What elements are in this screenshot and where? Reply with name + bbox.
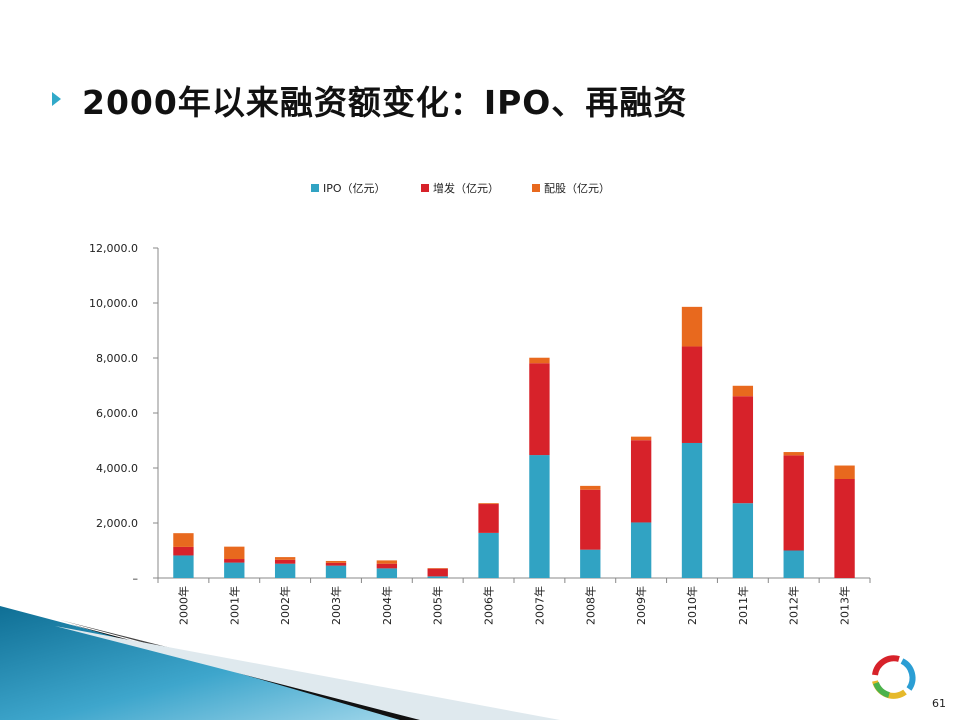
bar-segment-series-1 bbox=[376, 563, 398, 569]
x-tick-label: 2002年 bbox=[278, 586, 292, 625]
y-tick-label: – bbox=[133, 572, 139, 585]
x-tick-label: 2000年 bbox=[176, 586, 190, 625]
bar-segment-series-1 bbox=[173, 546, 194, 556]
bar-segment-series-2 bbox=[478, 503, 499, 505]
x-tick-label: 2006年 bbox=[482, 586, 496, 625]
legend-swatch bbox=[532, 184, 540, 192]
bar-segment-series-1 bbox=[783, 455, 804, 551]
y-tick-label: 10,000.0 bbox=[89, 297, 138, 310]
bar-segment-series-0 bbox=[732, 503, 754, 578]
legend-label: 配股（亿元） bbox=[544, 182, 610, 195]
bar-segment-series-0 bbox=[224, 562, 245, 578]
y-tick-label: 12,000.0 bbox=[89, 242, 138, 255]
bar-segment-series-2 bbox=[224, 546, 245, 560]
bar-segment-series-0 bbox=[580, 549, 601, 578]
bar-segment-series-2 bbox=[173, 533, 194, 547]
x-tick-label: 2010年 bbox=[685, 586, 699, 625]
bar-segment-series-1 bbox=[224, 559, 245, 563]
x-tick-label: 2009年 bbox=[634, 586, 648, 625]
legend-swatch bbox=[421, 184, 429, 192]
legend-label: IPO（亿元） bbox=[323, 182, 386, 195]
bar-segment-series-2 bbox=[427, 568, 448, 569]
legend-swatch bbox=[311, 184, 319, 192]
bar-segment-series-1 bbox=[529, 363, 550, 456]
y-tick-label: 2,000.0 bbox=[96, 517, 138, 530]
x-tick-label: 2008年 bbox=[583, 586, 597, 625]
y-tick-label: 6,000.0 bbox=[96, 407, 138, 420]
bar-segment-series-1 bbox=[325, 562, 347, 566]
x-tick-label: 2012年 bbox=[787, 586, 801, 625]
bar-segment-series-1 bbox=[732, 396, 754, 504]
bar-segment-series-1 bbox=[478, 504, 499, 533]
bar-segment-series-2 bbox=[834, 465, 855, 479]
bar-segment-series-0 bbox=[274, 563, 296, 578]
bar-segment-series-1 bbox=[580, 489, 601, 550]
bar-segment-series-0 bbox=[478, 532, 499, 578]
bar-segment-series-2 bbox=[529, 357, 550, 364]
bar-segment-series-0 bbox=[783, 550, 804, 578]
bar-segment-series-2 bbox=[274, 557, 296, 560]
x-tick-label: 2013年 bbox=[838, 586, 852, 625]
x-tick-label: 2001年 bbox=[227, 586, 241, 625]
bar-segment-series-2 bbox=[580, 485, 601, 490]
x-tick-label: 2007年 bbox=[532, 586, 546, 625]
x-tick-label: 2005年 bbox=[431, 586, 445, 625]
bar-segment-series-1 bbox=[274, 559, 296, 564]
x-tick-label: 2003年 bbox=[329, 586, 343, 625]
x-axis: 2000年 2001年 2002年 2003年 2004年 2005年 2006年 2007年… bbox=[157, 577, 871, 625]
corner-swoosh-decoration bbox=[0, 606, 560, 720]
x-tick-label: 2011年 bbox=[736, 586, 750, 625]
chart-bars bbox=[173, 306, 855, 578]
bar-segment-series-0 bbox=[173, 555, 194, 578]
bar-segment-series-0 bbox=[325, 565, 347, 578]
bar-segment-series-1 bbox=[427, 568, 448, 577]
x-tick-label: 2004年 bbox=[380, 586, 394, 625]
page-number: 61 bbox=[932, 697, 946, 710]
bar-segment-series-0 bbox=[681, 442, 703, 578]
y-tick-label: 8,000.0 bbox=[96, 352, 138, 365]
chart-legend: IPO（亿元） 增发（亿元） 配股（亿元） bbox=[311, 181, 610, 195]
bar-segment-series-0 bbox=[529, 455, 550, 578]
bar-segment-series-2 bbox=[732, 385, 754, 397]
bar-segment-series-2 bbox=[630, 436, 652, 441]
bar-segment-series-2 bbox=[376, 560, 398, 564]
legend-label: 增发（亿元） bbox=[433, 181, 499, 195]
bar-segment-series-0 bbox=[376, 568, 398, 578]
slide-title: 2000年以来融资额变化：IPO、再融资 bbox=[82, 83, 688, 122]
bar-segment-series-2 bbox=[325, 560, 347, 563]
bar-segment-series-0 bbox=[427, 576, 448, 578]
bar-segment-series-0 bbox=[630, 522, 652, 578]
bar-segment-series-2 bbox=[783, 452, 804, 456]
bar-segment-series-1 bbox=[630, 440, 652, 523]
y-axis: – 2,000.0 4,000.0 6,000.0 8,000.0 10,000.0 12,… bbox=[89, 242, 159, 585]
company-logo-icon bbox=[872, 655, 916, 699]
title-bullet-icon bbox=[52, 92, 61, 106]
bar-segment-series-2 bbox=[681, 306, 703, 347]
bar-segment-series-1 bbox=[681, 346, 703, 443]
y-tick-label: 4,000.0 bbox=[96, 462, 138, 475]
bar-segment-series-1 bbox=[834, 479, 855, 578]
